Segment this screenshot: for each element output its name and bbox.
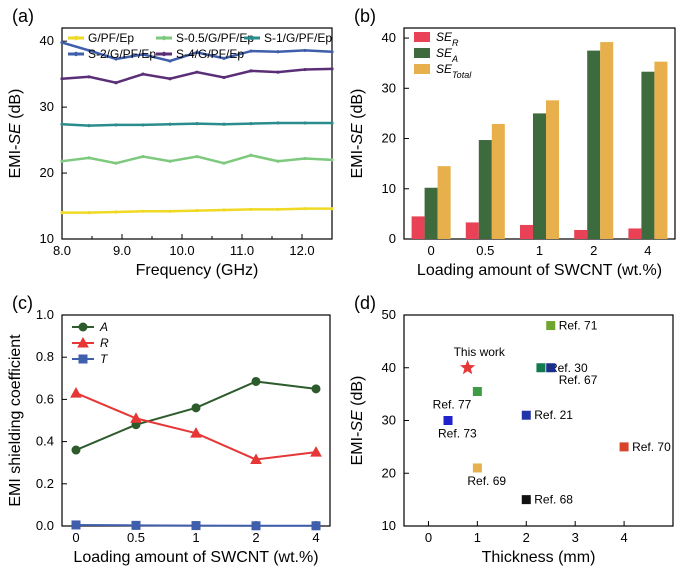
svg-text:0: 0: [72, 530, 79, 545]
svg-text:Loading amount of SWCNT (wt.%): Loading amount of SWCNT (wt.%): [417, 262, 662, 279]
svg-text:Ref. 70: Ref. 70: [632, 440, 671, 454]
svg-text:0.2: 0.2: [36, 476, 54, 491]
svg-text:2: 2: [590, 243, 597, 258]
panel-a-label: (a): [12, 6, 34, 27]
svg-text:1: 1: [192, 530, 199, 545]
svg-text:0.8: 0.8: [36, 349, 54, 364]
panel-d-label: (d): [354, 293, 376, 314]
svg-text:Ref. 71: Ref. 71: [559, 319, 598, 333]
svg-text:20: 20: [382, 131, 396, 146]
svg-text:S-4/G/PF/Ep: S-4/G/PF/Ep: [176, 47, 244, 61]
svg-text:4: 4: [620, 530, 627, 545]
svg-text:40: 40: [382, 30, 396, 45]
chart-d: 0 1 2 3 4 10 20 30 40 50 Thickness (mm) EMI-SE (dB)…: [342, 287, 685, 574]
svg-text:0: 0: [389, 231, 396, 246]
svg-text:EMI-SE (dB): EMI-SE (dB): [349, 376, 366, 466]
svg-text:40: 40: [382, 360, 396, 375]
svg-text:EMI-SE (dB): EMI-SE (dB): [7, 89, 24, 179]
panel-c: (c) 0.0 0.2 0.4 0.6 0.8 1.0 0 0.5 1 2 4 Loading amo…: [0, 287, 342, 574]
svg-text:Thickness (mm): Thickness (mm): [482, 549, 596, 566]
svg-text:10: 10: [40, 231, 54, 246]
svg-text:10: 10: [382, 518, 396, 533]
svg-text:A: A: [99, 320, 108, 334]
svg-text:Ref. 21: Ref. 21: [534, 408, 573, 422]
svg-text:2: 2: [523, 530, 530, 545]
svg-text:2: 2: [252, 530, 259, 545]
svg-text:9.0: 9.0: [113, 243, 131, 258]
svg-text:0.5: 0.5: [476, 243, 494, 258]
svg-text:Ref. 77: Ref. 77: [433, 397, 472, 411]
chart-c: 0.0 0.2 0.4 0.6 0.8 1.0 0 0.5 1 2 4 Loading amount …: [0, 287, 342, 574]
svg-text:0.5: 0.5: [127, 530, 145, 545]
svg-text:0: 0: [427, 243, 434, 258]
svg-text:4: 4: [644, 243, 651, 258]
svg-text:10: 10: [382, 181, 396, 196]
svg-text:12.0: 12.0: [289, 243, 314, 258]
svg-text:30: 30: [382, 413, 396, 428]
svg-text:Ref. 69: Ref. 69: [467, 474, 506, 488]
svg-text:EMI shielding coefficient: EMI shielding coefficient: [7, 334, 24, 507]
panel-b: (b) 0 10 20 30 40 0 0.5 1 2 4 Loading amount of SW…: [342, 0, 685, 287]
svg-text:30: 30: [382, 80, 396, 95]
svg-text:11.0: 11.0: [230, 243, 254, 258]
svg-text:R: R: [100, 336, 109, 350]
svg-text:Frequency (GHz): Frequency (GHz): [136, 262, 259, 279]
svg-text:G/PF/Ep: G/PF/Ep: [88, 31, 134, 45]
svg-text:20: 20: [40, 165, 54, 180]
svg-text:0.6: 0.6: [36, 391, 54, 406]
svg-text:50: 50: [382, 307, 396, 322]
svg-text:0: 0: [425, 530, 432, 545]
svg-text:This work: This work: [454, 345, 506, 359]
svg-text:3: 3: [572, 530, 579, 545]
svg-text:S-0.5/G/PF/Ep: S-0.5/G/PF/Ep: [176, 31, 254, 45]
svg-text:Ref. 68: Ref. 68: [534, 493, 573, 507]
svg-text:0.4: 0.4: [36, 434, 54, 449]
svg-text:Ref. 67: Ref. 67: [559, 373, 598, 387]
svg-text:30: 30: [40, 99, 54, 114]
svg-text:0.0: 0.0: [36, 518, 54, 533]
chart-a: 8.0 9.0 10.0 11.0 12.0 10 20 30 40 Frequency (GHz…: [0, 0, 342, 287]
svg-text:4: 4: [312, 530, 319, 545]
svg-text:40: 40: [40, 33, 54, 48]
svg-text:S-1/G/PF/Ep: S-1/G/PF/Ep: [264, 31, 332, 45]
chart-b: 0 10 20 30 40 0 0.5 1 2 4 Loading amount of SWCNT …: [342, 0, 685, 287]
panel-b-label: (b): [354, 6, 376, 27]
svg-text:1: 1: [474, 530, 481, 545]
svg-text:1: 1: [536, 243, 543, 258]
svg-text:8.0: 8.0: [53, 243, 71, 258]
panel-c-label: (c): [12, 293, 33, 314]
svg-text:Loading amount of SWCNT (wt.%): Loading amount of SWCNT (wt.%): [73, 549, 318, 566]
panel-a: (a) 8.0 9.0 10.0 11.0 12.0 10 20 30 40 Frequency …: [0, 0, 342, 287]
panel-d: (d) 0 1 2 3 4 10 20 30 40 50 Thickness (mm) EMI-SE …: [342, 287, 685, 574]
svg-text:10.0: 10.0: [169, 243, 194, 258]
svg-text:Ref. 73: Ref. 73: [438, 427, 477, 441]
svg-text:EMI-SE (dB): EMI-SE (dB): [349, 89, 366, 179]
svg-text:S-2/G/PF/Ep: S-2/G/PF/Ep: [88, 47, 156, 61]
svg-text:20: 20: [382, 465, 396, 480]
svg-text:1.0: 1.0: [36, 307, 54, 322]
